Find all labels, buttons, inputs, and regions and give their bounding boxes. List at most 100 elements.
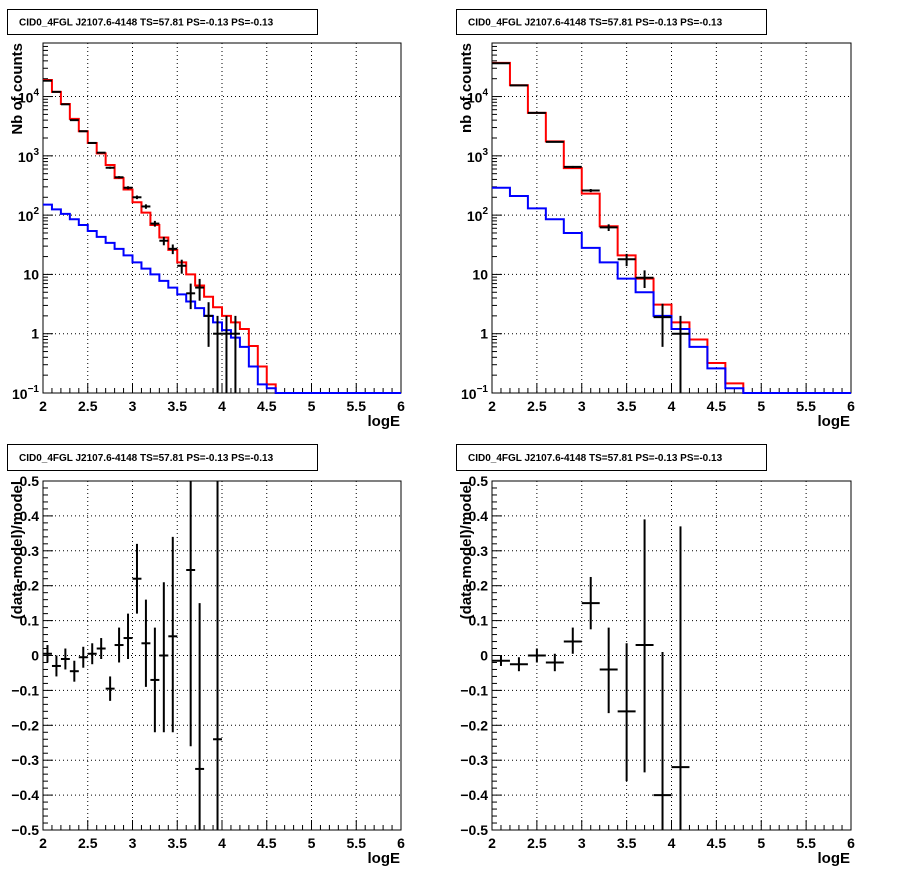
x-tick-label: 3 [578,398,586,414]
y-tick-label: −0.1 [11,682,39,698]
data-point [527,111,546,114]
data-point [653,652,672,830]
x-axis-title: logE [818,850,851,867]
data-point [671,315,690,393]
y-tick-label: −0.5 [460,822,488,838]
y-axis-title: (data-model)/model [458,481,475,619]
x-axis-title: logE [818,413,851,430]
data-point [43,645,52,663]
data-point [60,648,70,670]
x-tick-label: 4.5 [707,398,727,414]
y-tick-base: 10 [18,149,34,165]
y-tick-base: 10 [18,208,34,224]
x-tick-label: 2.5 [527,835,547,851]
data-point [581,188,600,193]
data-point [581,576,600,630]
data-point [213,315,222,393]
x-tick-label: 6 [847,835,855,851]
y-tick-exponent: 3 [33,147,39,158]
x-tick-label: 2 [488,398,496,414]
data-point [141,204,151,209]
data-point [96,638,106,659]
data-point [159,582,169,733]
data-point [114,176,124,179]
y-tick-exponent: 2 [482,206,488,217]
data-point [69,660,79,682]
y-tick-base: 10 [467,149,483,165]
x-tick-label: 2.5 [78,835,98,851]
data-point [635,270,654,289]
data-point [617,643,636,782]
x-tick-label: 4 [218,398,226,414]
x-tick-label: 5 [308,835,316,851]
y-tick-exponent: 4 [33,88,39,99]
data-point [599,627,618,714]
data-point [635,519,654,773]
x-tick-label: 2.5 [527,398,547,414]
x-tick-label: 6 [397,398,405,414]
y-tick-label: 0.1 [469,613,489,629]
data-point [222,315,231,393]
data-point [671,526,690,830]
data-point [545,140,564,143]
y-tick-base: 10 [467,90,483,106]
x-tick-label: 5.5 [796,835,816,851]
y-tick-label: −0.1 [460,682,488,698]
data-point [105,676,115,701]
data-point [177,259,187,274]
y-tick-label: 0.4 [20,508,40,524]
data-point [230,315,240,393]
y-tick-label: 0.3 [469,543,489,559]
y-tick-label: 0 [31,648,39,664]
background-model-histogram [43,203,401,394]
data-point [51,655,61,677]
data-point [195,278,205,301]
y-tick-label: 104 [467,88,489,106]
y-tick-label: 0.2 [20,578,40,594]
y-tick-label: 10 [23,266,39,282]
data-point [105,166,115,169]
chart-title: CID0_4FGL J2107.6-4148 TS=57.81 PS=-0.13… [19,453,274,464]
y-tick-label: 0.4 [469,508,489,524]
chart-title: CID0_4FGL J2107.6-4148 TS=57.81 PS=-0.13… [19,18,274,29]
data-point [123,613,133,659]
y-tick-exponent: −1 [477,384,489,395]
data-point [141,599,151,687]
chart-panel-4: CID0_4FGL J2107.6-4148 TS=57.81 PS=-0.13… [456,444,855,867]
y-tick-label: 10−1 [12,384,39,402]
data-point [87,141,97,144]
y-tick-label: −0.2 [11,717,39,733]
y-tick-label: 1 [480,326,488,342]
y-axis-title: (data-model)/model [9,481,26,619]
data-point [186,283,196,310]
data-point [69,119,79,122]
y-tick-base: 10 [467,208,483,224]
x-tick-label: 6 [397,835,405,851]
x-tick-label: 4.5 [257,398,277,414]
x-tick-label: 5.5 [347,835,367,851]
data-point [87,643,97,665]
data-point [132,195,142,200]
y-tick-base: 10 [12,386,28,402]
x-tick-label: 2 [488,835,496,851]
data-point [132,543,142,614]
data-point [213,481,222,830]
y-tick-label: 0.3 [20,543,40,559]
x-axis-title: logE [368,850,401,867]
x-tick-label: 3 [578,835,586,851]
x-tick-label: 6 [847,398,855,414]
data-point [150,220,160,227]
data-point [159,236,169,246]
x-tick-label: 5.5 [347,398,367,414]
y-tick-label: 0.1 [20,613,40,629]
y-tick-base: 10 [461,386,477,402]
x-tick-label: 4 [668,835,676,851]
x-tick-label: 2 [39,398,47,414]
x-tick-label: 3 [129,398,137,414]
y-axis-title: Nb of counts [9,43,26,135]
y-tick-label: −0.4 [460,787,488,803]
data-point [123,186,133,190]
y-tick-label: 102 [467,206,489,224]
y-tick-label: 0 [480,648,488,664]
title-box [7,444,318,471]
